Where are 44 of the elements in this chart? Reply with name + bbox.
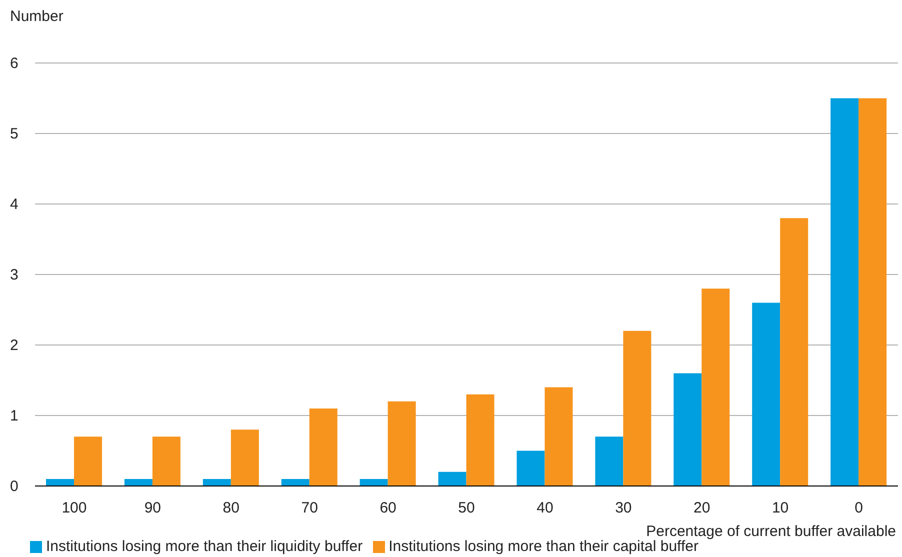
legend-label: Institutions losing more than their capital buffer [388, 538, 698, 555]
bar [466, 394, 494, 486]
bar [674, 373, 702, 486]
bar [752, 302, 780, 486]
y-tick-label: 2 [10, 337, 18, 354]
bar [623, 330, 652, 486]
y-tick-label: 5 [10, 126, 18, 142]
bar [830, 98, 859, 486]
y-tick-label: 1 [10, 408, 18, 424]
x-tick-label: 80 [222, 500, 240, 517]
x-tick-label: 50 [458, 500, 475, 517]
bar [702, 288, 730, 486]
bar [388, 401, 416, 486]
x-tick-label: 100 [62, 500, 87, 517]
x-tick-label: 0 [854, 500, 863, 517]
y-tick-label: 6 [10, 55, 18, 72]
x-tick-label: 30 [615, 500, 632, 517]
bar [360, 478, 388, 486]
x-tick-label: 70 [301, 500, 318, 517]
x-tick-label: 60 [380, 500, 396, 517]
bar [595, 436, 624, 486]
y-axis-title: Number [10, 8, 64, 25]
x-tick-label: 90 [144, 500, 162, 517]
bar [281, 478, 310, 486]
bar [230, 430, 259, 486]
bar [438, 472, 466, 486]
bar [544, 387, 573, 486]
y-tick-label: 4 [10, 196, 18, 213]
y-tick-label: 3 [10, 266, 18, 284]
legend-label: Institutions losing more than their liquidity buffer [46, 538, 363, 555]
bar [309, 408, 338, 486]
bar [74, 436, 102, 486]
bar [46, 478, 74, 486]
x-tick-label: 10 [772, 500, 789, 517]
bar [516, 450, 545, 486]
bar [858, 98, 887, 486]
bar [780, 218, 808, 486]
x-axis-title: Percentage of current buffer available [646, 523, 896, 540]
y-tick-label: 0 [10, 478, 18, 495]
x-tick-label: 40 [536, 500, 554, 517]
x-tick-label: 20 [694, 500, 710, 517]
bar [152, 436, 180, 486]
bar [202, 478, 231, 486]
bar [124, 478, 152, 486]
